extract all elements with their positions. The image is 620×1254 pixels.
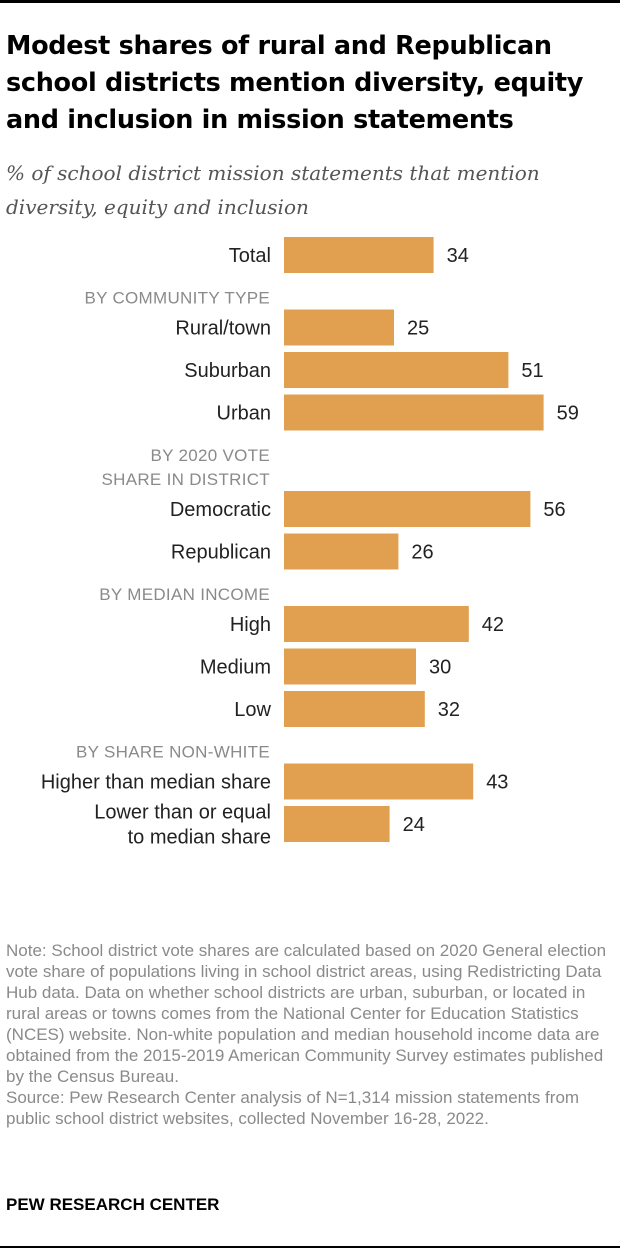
value-label: 32 [438, 699, 460, 721]
value-label: 26 [411, 542, 433, 564]
bar [284, 309, 394, 346]
note-text: Note: School district vote shares are ca… [6, 941, 607, 1086]
value-label: 51 [521, 360, 543, 382]
bar [284, 394, 544, 431]
category-label: Republican [171, 542, 271, 564]
value-label: 56 [543, 499, 565, 521]
brand-label: PEW RESEARCH CENTER [6, 1195, 220, 1214]
bottom-rule [0, 1246, 620, 1248]
bar [284, 648, 416, 685]
chart-subtitle: % of school district mission statements … [6, 161, 540, 219]
bar [284, 806, 390, 842]
category-label: Lower than or equal [94, 802, 271, 824]
bar [284, 763, 474, 800]
source-text: Source: Pew Research Center analysis of … [6, 1088, 580, 1128]
value-label: 30 [429, 657, 451, 679]
value-label: 42 [482, 614, 504, 636]
group-heading: BY 2020 VOTE [150, 446, 270, 465]
category-label: Rural/town [175, 318, 271, 340]
chart-notes: Note: School district vote shares are ca… [6, 940, 616, 1129]
category-label: Democratic [170, 499, 271, 521]
category-label: to median share [128, 827, 271, 849]
top-rule [0, 0, 620, 3]
chart-title: Modest shares of rural and Republican sc… [6, 31, 584, 135]
bar [284, 491, 531, 527]
group-heading: SHARE IN DISTRICT [101, 470, 270, 489]
bar [284, 691, 425, 727]
value-label: 43 [486, 772, 508, 794]
value-label: 24 [403, 814, 425, 836]
bar [284, 237, 434, 273]
bar [284, 533, 399, 570]
bar-chart: Total 34 BY COMMUNITY TYPE Rural/town 25 Subu… [41, 237, 579, 849]
category-label: Medium [200, 657, 271, 679]
bar [284, 352, 509, 388]
category-label: Total [229, 245, 271, 267]
value-label: 34 [447, 245, 469, 267]
group-heading: BY MEDIAN INCOME [99, 585, 270, 604]
value-label: 59 [557, 403, 579, 425]
bar [284, 606, 469, 642]
value-label: 25 [407, 318, 429, 340]
category-label: Higher than median share [41, 772, 271, 794]
category-label: Low [234, 699, 271, 721]
category-label: High [230, 614, 271, 636]
group-heading: BY COMMUNITY TYPE [84, 289, 270, 308]
group-heading: BY SHARE NON-WHITE [76, 743, 270, 762]
category-label: Urban [217, 403, 271, 425]
category-label: Suburban [184, 360, 271, 382]
